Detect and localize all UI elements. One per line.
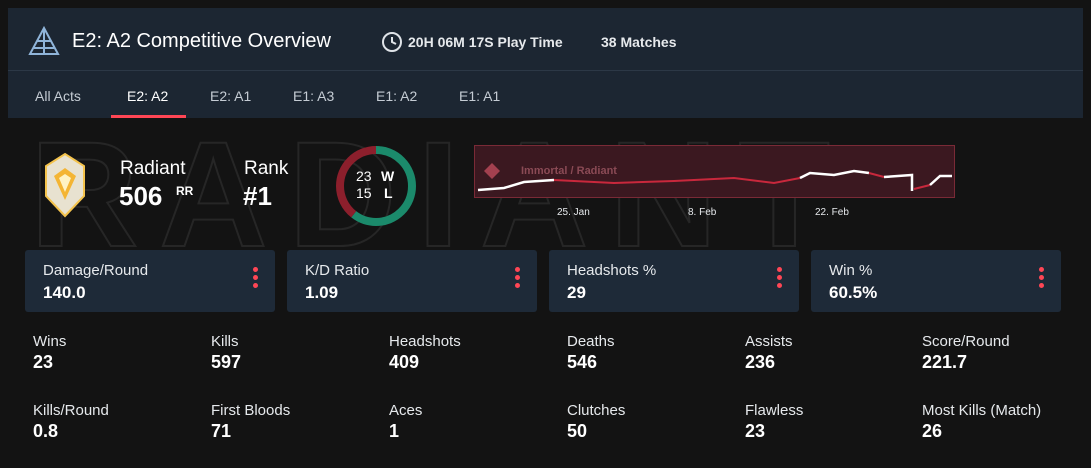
rank-tier: Radiant xyxy=(120,158,186,179)
stat-value: 236 xyxy=(745,352,776,372)
tab[interactable]: E1: A2 xyxy=(376,88,418,104)
header-bar xyxy=(8,8,1083,71)
stat-value: 1 xyxy=(389,421,400,441)
losses-arc xyxy=(336,146,416,226)
tab[interactable]: All Acts xyxy=(35,88,81,104)
rating-unit: RR xyxy=(176,184,194,198)
rank-position: #1 xyxy=(243,181,272,211)
card-label: Win % xyxy=(829,262,873,279)
stat-card: Headshots % 29 xyxy=(549,250,799,312)
match-count: 38 Matches xyxy=(601,34,677,50)
stat-card: Damage/Round 140.0 xyxy=(25,250,275,312)
stat-value: 71 xyxy=(211,421,232,441)
wins-count: 23 xyxy=(356,168,372,184)
tab[interactable]: E2: A2 xyxy=(127,88,169,104)
stat-value: 0.8 xyxy=(33,421,59,441)
card-label: Damage/Round xyxy=(43,262,149,279)
card-value: 140.0 xyxy=(43,283,86,302)
stat-value: 546 xyxy=(567,352,598,372)
stat-value: 50 xyxy=(567,421,588,441)
rating-band xyxy=(474,145,955,198)
rank-rating: 506 xyxy=(119,181,163,211)
card-value: 60.5% xyxy=(829,283,878,302)
clock-icon xyxy=(382,32,402,52)
stat-label: Aces xyxy=(389,402,423,419)
date-label: 25. Jan xyxy=(557,207,590,218)
stat-label: Headshots xyxy=(389,333,461,350)
wins-label: W xyxy=(381,168,395,184)
tab[interactable]: E1: A1 xyxy=(459,88,501,104)
stat-value: 23 xyxy=(745,421,766,441)
card-label: Headshots % xyxy=(567,262,657,279)
rating-line xyxy=(799,169,870,180)
rating-line xyxy=(553,176,801,185)
stat-card: Win % 60.5% xyxy=(811,250,1061,312)
losses-label: L xyxy=(384,185,393,201)
tab-underline xyxy=(111,115,186,118)
win-loss-ring xyxy=(336,146,416,226)
play-time: 20H 06M 17S Play Time xyxy=(408,34,563,50)
stat-label: Wins xyxy=(33,333,67,350)
rating-line xyxy=(929,174,952,186)
rank-caption: Rank xyxy=(244,158,289,179)
date-label: 8. Feb xyxy=(688,207,717,218)
stat-label: Flawless xyxy=(745,402,804,419)
stat-label: Kills/Round xyxy=(33,402,109,419)
card-label: K/D Ratio xyxy=(305,262,370,279)
stat-value: 409 xyxy=(389,352,420,372)
stat-label: Most Kills (Match) xyxy=(922,402,1042,419)
stat-label: Clutches xyxy=(567,402,626,419)
rating-line xyxy=(477,178,555,192)
menu-dots[interactable] xyxy=(253,267,259,291)
game-icon xyxy=(28,26,60,55)
menu-dots[interactable] xyxy=(515,267,521,291)
rating-chart xyxy=(474,145,955,198)
losses-count: 15 xyxy=(356,185,372,201)
stat-value: 221.7 xyxy=(922,352,968,372)
menu-dots[interactable] xyxy=(1039,267,1045,291)
stat-value: 26 xyxy=(922,421,943,441)
tab[interactable]: E1: A3 xyxy=(293,88,335,104)
stat-label: Assists xyxy=(745,333,793,350)
page-title: E2: A2 Competitive Overview xyxy=(72,30,331,52)
stat-label: Kills xyxy=(211,333,239,350)
card-value: 1.09 xyxy=(305,283,339,302)
rank-badge xyxy=(45,152,85,218)
rating-line xyxy=(883,173,914,191)
band-label: Immortal / Radiant xyxy=(521,165,617,177)
stat-label: Deaths xyxy=(567,333,615,350)
stat-card: K/D Ratio 1.09 xyxy=(287,250,537,312)
tab[interactable]: E2: A1 xyxy=(210,88,252,104)
stat-label: First Bloods xyxy=(211,402,291,419)
rating-line xyxy=(913,184,931,190)
stat-value: 597 xyxy=(211,352,242,372)
date-label: 22. Feb xyxy=(815,207,849,218)
card-value: 29 xyxy=(567,283,586,302)
rating-line xyxy=(868,172,885,178)
menu-dots[interactable] xyxy=(777,267,783,291)
stat-value: 23 xyxy=(33,352,54,372)
tab-bar xyxy=(8,71,1083,118)
stat-label: Score/Round xyxy=(922,333,1010,350)
band-icon xyxy=(484,163,500,179)
